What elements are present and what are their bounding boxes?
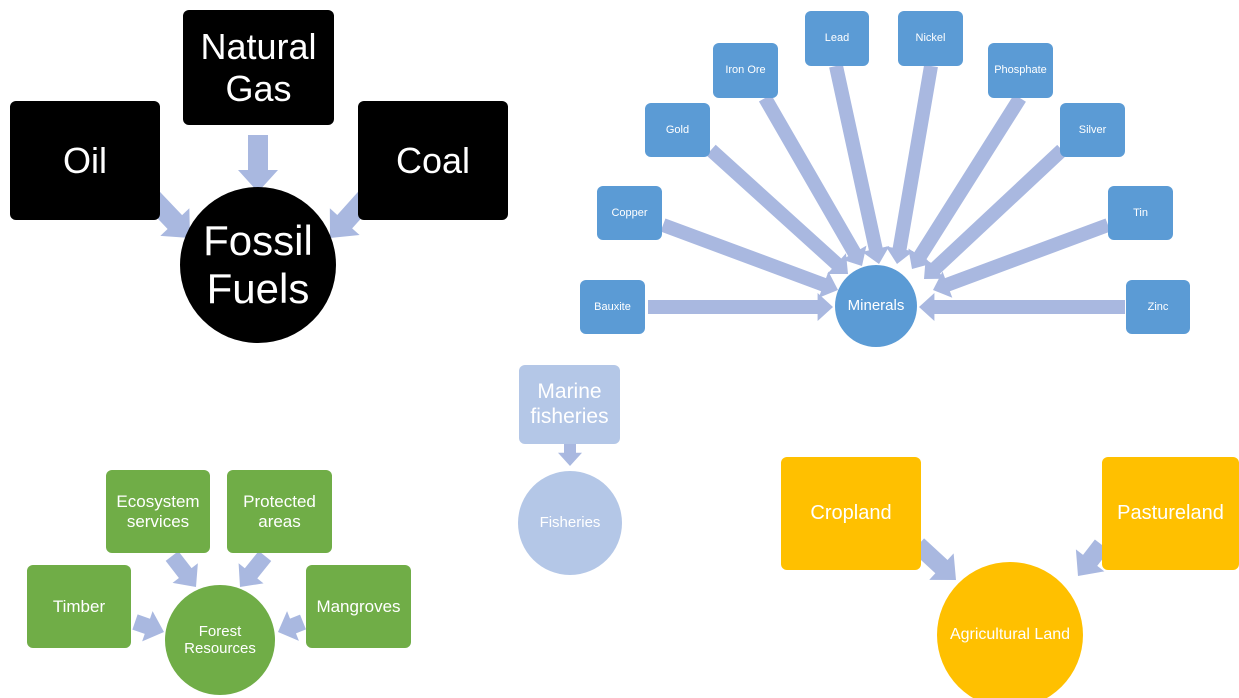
arrow xyxy=(908,94,1026,269)
source-box: Zinc xyxy=(1126,280,1190,334)
source-box: Mangroves xyxy=(306,565,411,648)
arrow xyxy=(1075,539,1110,576)
arrow xyxy=(238,135,278,192)
source-box: Iron Ore xyxy=(713,43,778,98)
source-box: Cropland xyxy=(781,457,921,570)
source-box: Nickel xyxy=(898,11,963,66)
arrow xyxy=(648,293,833,321)
source-box: Timber xyxy=(27,565,131,648)
arrow xyxy=(165,551,198,587)
source-box: Ecosystem services xyxy=(106,470,210,553)
source-box: Coal xyxy=(358,101,508,220)
source-box: Bauxite xyxy=(580,280,645,334)
arrow xyxy=(885,64,938,264)
arrow xyxy=(829,64,890,264)
hub-circle: Fossil Fuels xyxy=(180,187,336,343)
source-box: Natural Gas xyxy=(183,10,334,125)
hub-circle: Agricultural Land xyxy=(937,562,1083,698)
hub-circle: Forest Resources xyxy=(165,585,275,695)
source-box: Pastureland xyxy=(1102,457,1239,570)
hub-circle: Minerals xyxy=(835,265,917,347)
arrow xyxy=(238,550,272,587)
source-box: Silver xyxy=(1060,103,1125,157)
arrow xyxy=(924,144,1067,279)
arrow xyxy=(758,94,867,266)
arrow xyxy=(706,144,848,275)
source-box: Marine fisheries xyxy=(519,365,620,444)
arrow xyxy=(132,611,164,642)
arrow xyxy=(558,444,582,466)
source-box: Tin xyxy=(1108,186,1173,240)
source-box: Lead xyxy=(805,11,869,66)
source-box: Protected areas xyxy=(227,470,332,553)
source-box: Gold xyxy=(645,103,710,157)
hub-circle: Fisheries xyxy=(518,471,622,575)
source-box: Phosphate xyxy=(988,43,1053,98)
source-box: Copper xyxy=(597,186,662,240)
arrow xyxy=(919,293,1125,321)
source-box: Oil xyxy=(10,101,160,220)
arrow xyxy=(278,611,306,641)
arrow xyxy=(933,218,1111,298)
arrow xyxy=(911,538,956,580)
arrow xyxy=(660,218,838,298)
